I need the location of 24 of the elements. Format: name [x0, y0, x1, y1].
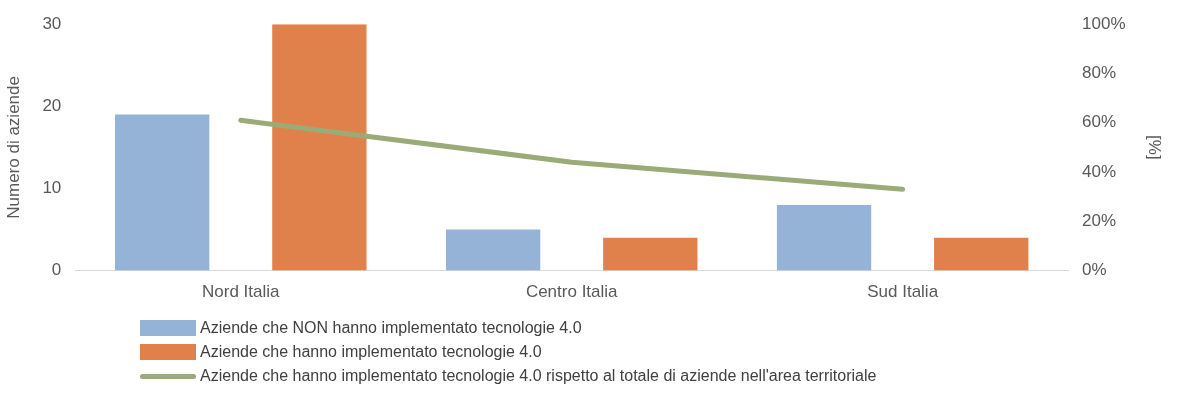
legend-label: Aziende che hanno implementato tecnologie 4.0 — [200, 343, 542, 361]
bar — [445, 229, 541, 271]
y2-axis-title: [%] — [1145, 135, 1165, 160]
y2-tick-label: 100% — [1082, 13, 1126, 33]
legend-label: Aziende che hanno implementato tecnologie 4.0 rispetto al totale di aziende nell'area territoriale — [200, 367, 877, 385]
y-axis-title: Numero di aziende — [3, 76, 23, 219]
x-tick-label: Centro Italia — [525, 282, 619, 302]
y2-tick-label: 0% — [1082, 260, 1107, 280]
bar — [934, 237, 1029, 271]
y2-tick-label: 40% — [1082, 161, 1117, 181]
legend-label: Aziende che NON hanno implementato tecnologie 4.0 — [200, 319, 582, 337]
bar — [776, 204, 872, 271]
y2-tick-label: 20% — [1082, 211, 1117, 231]
y-tick-label: 10 — [42, 178, 62, 198]
y-tick-label: 20 — [42, 96, 62, 116]
y-tick-label: 30 — [42, 13, 62, 33]
bar — [603, 237, 698, 271]
bar — [115, 114, 210, 271]
y2-tick-label: 80% — [1082, 63, 1117, 83]
y2-tick-label: 60% — [1082, 112, 1117, 132]
x-tick-label: Nord Italia — [202, 282, 281, 302]
y-tick-label: 0 — [51, 260, 62, 280]
x-tick-label: Sud Italia — [867, 282, 939, 302]
bar — [272, 24, 367, 271]
